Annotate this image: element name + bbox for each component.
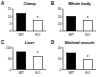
bars bbox=[17, 13, 43, 31]
x-tick-label: WT bbox=[68, 33, 74, 37]
y-tick bbox=[12, 9, 13, 10]
y-tick bbox=[12, 31, 13, 32]
panel: Clamp 0 5 10 15 WT KO A * bbox=[1, 1, 46, 37]
x-tick-label: KO bbox=[35, 33, 40, 37]
title: Clamp bbox=[23, 1, 36, 6]
y-axis bbox=[13, 48, 14, 70]
bars bbox=[67, 53, 93, 70]
y-tick-label: 30 bbox=[58, 7, 62, 11]
panel: Liver 0 50 100 WT KO C * bbox=[1, 40, 46, 76]
y-tick bbox=[12, 47, 13, 48]
y-tick bbox=[12, 16, 13, 17]
y-tick-label: 10 bbox=[8, 15, 12, 19]
bar bbox=[17, 13, 26, 31]
y-tick bbox=[12, 23, 13, 24]
bar bbox=[67, 16, 76, 31]
y-tick-label: 100 bbox=[6, 46, 12, 50]
significance: * bbox=[87, 55, 89, 60]
significance: * bbox=[87, 16, 89, 21]
x-tick-label: KO bbox=[85, 33, 90, 37]
panel: Whole body 0 10 20 30 WT KO B * bbox=[51, 1, 96, 37]
bar bbox=[33, 56, 42, 69]
panel-letter: B bbox=[51, 1, 55, 6]
y-tick-label: 0 bbox=[60, 68, 62, 72]
x-tick-label: WT bbox=[18, 71, 24, 75]
y-tick-label: 0 bbox=[60, 29, 62, 33]
bar bbox=[67, 53, 76, 70]
significance: * bbox=[37, 51, 39, 56]
y-tick-label: 15 bbox=[8, 7, 12, 11]
y-tick bbox=[62, 58, 63, 59]
y-axis bbox=[63, 9, 64, 31]
x-tick-label: KO bbox=[85, 71, 90, 75]
panel: Skeletal muscle 0 10 20 WT KO D * bbox=[51, 40, 96, 76]
bar bbox=[83, 60, 92, 70]
bars bbox=[67, 16, 93, 31]
x-tick-label: WT bbox=[18, 33, 24, 37]
y-tick bbox=[62, 69, 63, 70]
figure: Clamp 0 5 10 15 WT KO A * Whole body 0 10 20 30 WT KO B *… bbox=[0, 0, 100, 77]
x-tick-label: KO bbox=[35, 71, 40, 75]
y-tick bbox=[62, 9, 63, 10]
y-tick-label: 10 bbox=[58, 57, 62, 61]
y-tick bbox=[62, 31, 63, 32]
y-tick-label: 0 bbox=[10, 29, 12, 33]
y-tick-label: 5 bbox=[10, 22, 12, 26]
significance: * bbox=[37, 16, 39, 21]
title: Skeletal muscle bbox=[64, 40, 95, 45]
bar bbox=[83, 21, 92, 31]
y-tick-label: 20 bbox=[58, 46, 62, 50]
y-tick bbox=[62, 47, 63, 48]
bars bbox=[17, 52, 43, 70]
y-tick bbox=[62, 16, 63, 17]
bar bbox=[17, 52, 26, 70]
y-tick bbox=[12, 69, 13, 70]
y-axis bbox=[63, 48, 64, 70]
y-tick-label: 0 bbox=[10, 68, 12, 72]
y-tick bbox=[12, 58, 13, 59]
y-tick-label: 50 bbox=[8, 57, 12, 61]
x-tick-label: WT bbox=[68, 71, 74, 75]
y-tick-label: 20 bbox=[58, 15, 62, 19]
title: Whole body bbox=[68, 1, 91, 6]
bar bbox=[33, 21, 42, 31]
panel-letter: C bbox=[1, 40, 5, 45]
title: Liver bbox=[25, 40, 35, 45]
y-tick bbox=[62, 23, 63, 24]
y-tick-label: 10 bbox=[58, 22, 62, 26]
y-axis bbox=[13, 9, 14, 31]
panel-letter: D bbox=[51, 40, 55, 45]
panel-letter: A bbox=[1, 1, 5, 6]
